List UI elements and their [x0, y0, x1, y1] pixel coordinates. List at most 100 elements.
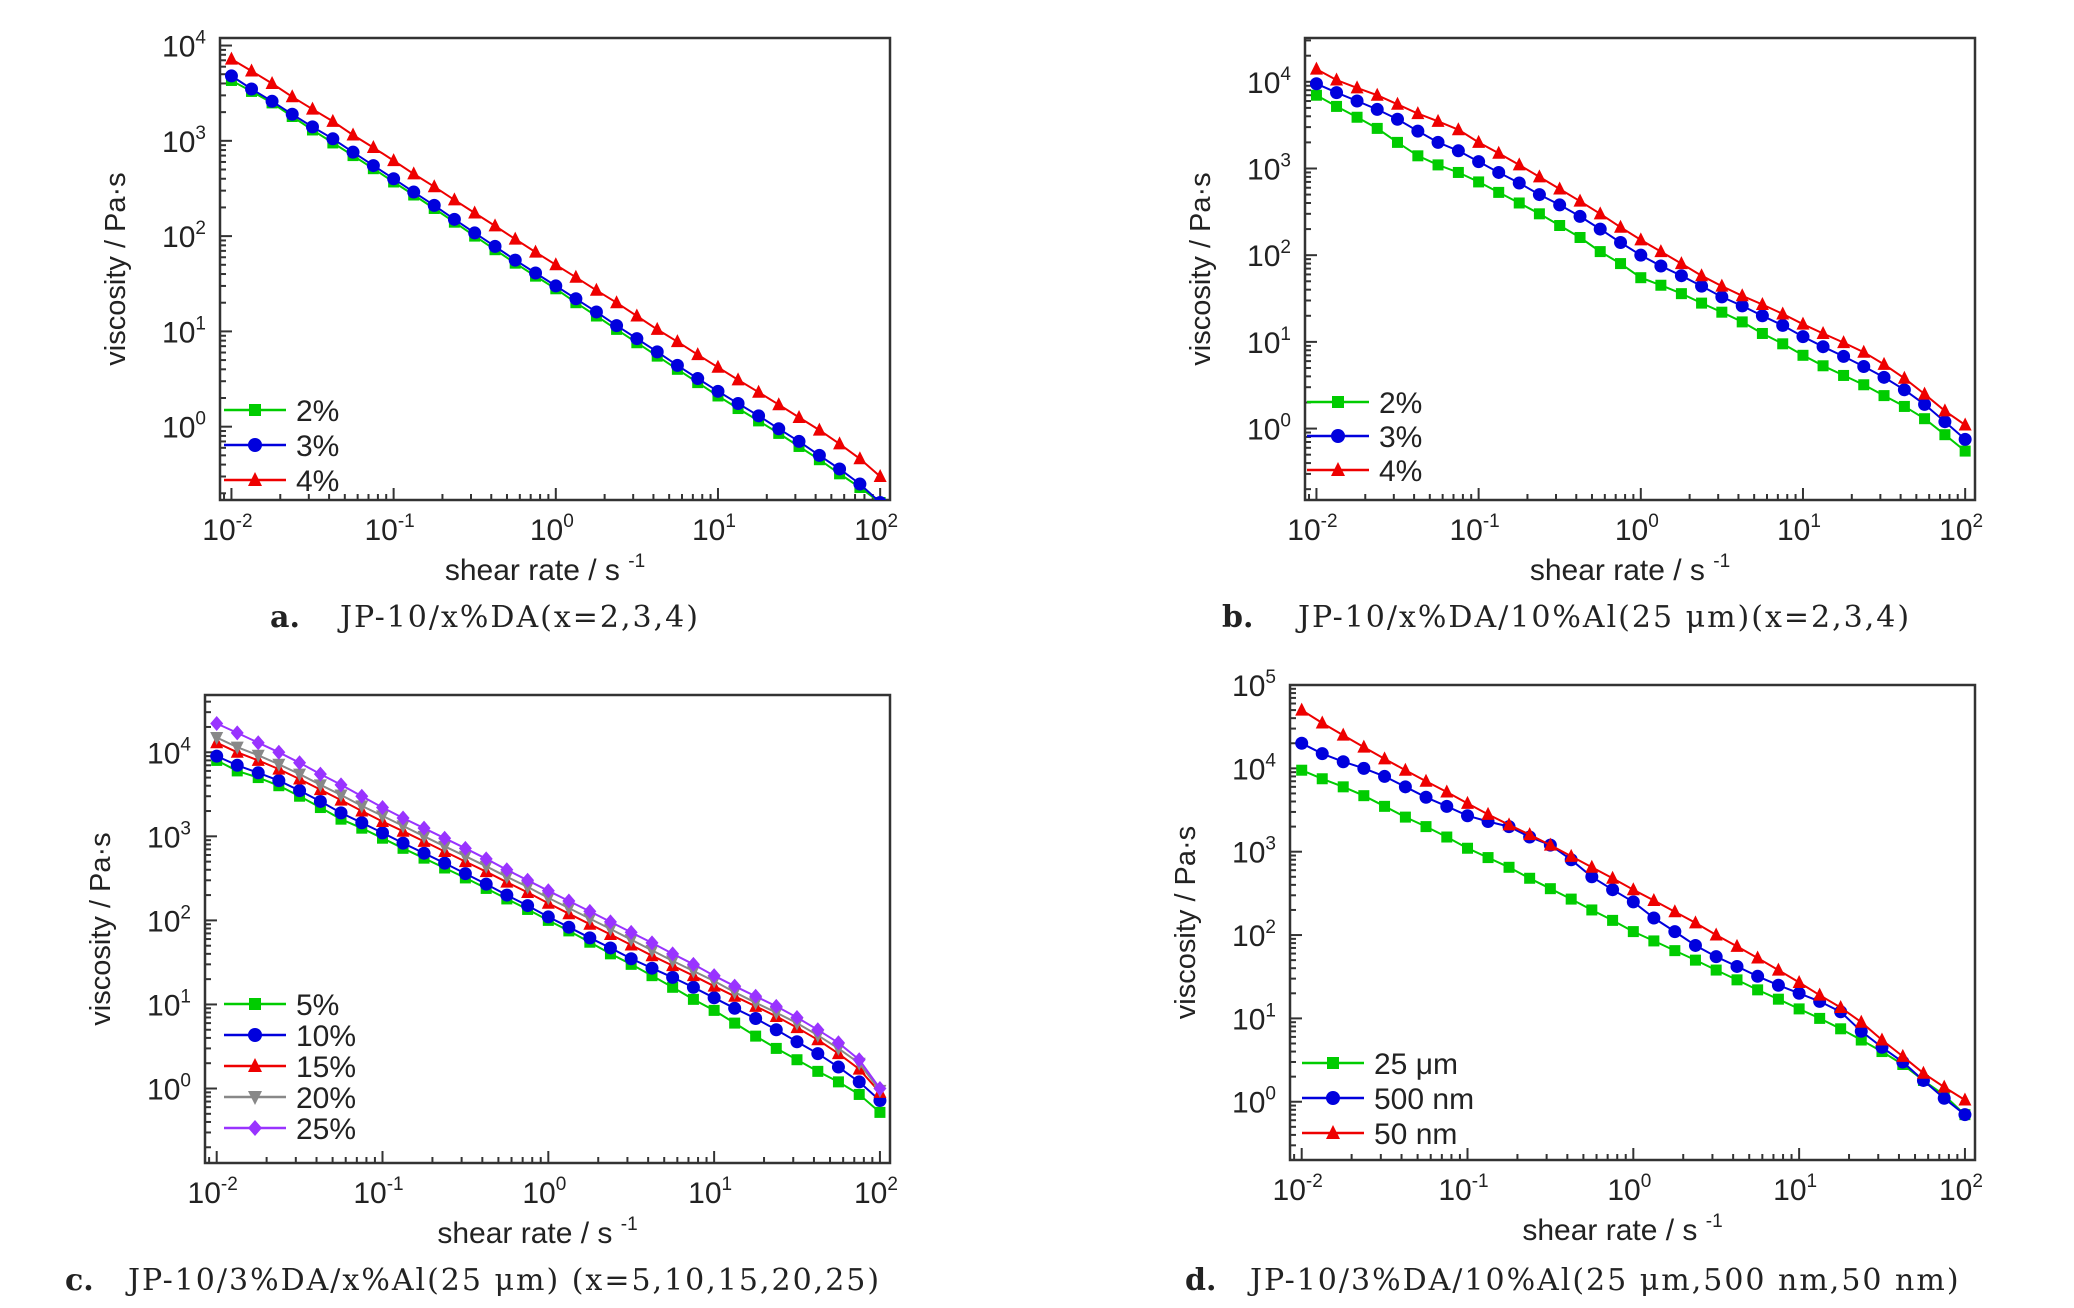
data-point [1419, 773, 1433, 787]
x-tick-label: 102 [854, 1174, 898, 1210]
y-tick-label: 103 [1232, 834, 1276, 870]
data-point [230, 758, 244, 772]
y-tick-label: 104 [1247, 64, 1291, 100]
data-point [1857, 359, 1871, 373]
data-point [1752, 984, 1764, 996]
data-point [468, 226, 482, 240]
data-point [1816, 340, 1830, 354]
data-point [583, 931, 597, 945]
data-point [1565, 893, 1577, 905]
data-point [1336, 727, 1350, 741]
data-point [1432, 159, 1444, 171]
y-axis-label: viscosity / Pa·s [1170, 826, 1202, 1019]
data-point [1674, 269, 1688, 283]
data-point [1543, 837, 1557, 851]
x-tick-label: 101 [1773, 1171, 1817, 1207]
series-3 [1295, 702, 1972, 1106]
data-point [1512, 176, 1526, 190]
data-point [686, 980, 700, 994]
data-point [1533, 208, 1545, 220]
data-point [1493, 186, 1505, 198]
data-point [874, 1106, 886, 1118]
x-tick-label: 102 [1939, 511, 1983, 547]
data-point [521, 872, 535, 888]
data-point [1594, 246, 1606, 258]
legend-label: 3% [1379, 421, 1422, 454]
data-point [1379, 800, 1391, 812]
data-point [293, 755, 307, 771]
y-tick-label: 103 [1247, 150, 1291, 186]
data-point [1709, 927, 1723, 941]
legend-marker [1326, 1091, 1340, 1105]
y-tick-label: 100 [147, 1071, 191, 1107]
data-point [1390, 96, 1404, 110]
data-point [811, 1022, 825, 1038]
data-point [624, 952, 638, 966]
data-point [1573, 209, 1587, 223]
data-point [1796, 330, 1810, 344]
legend-label: 20% [296, 1082, 356, 1115]
data-point [1919, 413, 1931, 425]
data-point [272, 774, 286, 788]
series-3 [224, 51, 887, 482]
x-tick-label: 101 [692, 511, 736, 547]
data-point [366, 159, 380, 173]
data-point [1648, 935, 1660, 947]
data-point [438, 840, 452, 854]
data-point [1793, 1003, 1805, 1015]
data-point [549, 257, 563, 271]
data-point [541, 892, 555, 906]
data-point [691, 372, 705, 386]
legend-label: 25 μm [1374, 1048, 1458, 1081]
data-point [1614, 219, 1628, 233]
data-point [1654, 244, 1668, 258]
data-point [1554, 219, 1566, 231]
data-point [811, 1047, 825, 1061]
legend: 5%10%15%20%25% [224, 989, 356, 1146]
data-point [1472, 155, 1486, 169]
legend-label: 50 nm [1374, 1118, 1457, 1151]
legend-marker [248, 1120, 262, 1136]
data-point [210, 749, 224, 763]
data-point [1715, 278, 1729, 292]
y-tick-label: 102 [147, 902, 191, 938]
data-point [500, 862, 514, 878]
panel-caption: JP-10/x%DA/10%Al(25 μm)(x=2,3,4) [1295, 600, 1911, 635]
data-point [355, 800, 369, 814]
data-point [1854, 1014, 1868, 1028]
data-point [874, 496, 887, 500]
legend-marker [249, 998, 261, 1010]
data-point [1878, 390, 1890, 402]
data-point [305, 120, 319, 134]
panel-1: 10-2 10-1 100 101 102 100 101 102 103 104 shear ra… [100, 28, 898, 635]
data-point [313, 794, 327, 808]
legend: 2%3%4% [1307, 387, 1422, 488]
data-point [1331, 100, 1343, 112]
data-point [562, 902, 576, 916]
data-point [1593, 206, 1607, 220]
data-point [1731, 974, 1743, 986]
data-point [772, 422, 786, 436]
data-point [1412, 150, 1424, 162]
data-point [1958, 1092, 1972, 1106]
data-point [1938, 415, 1952, 429]
data-point [1585, 859, 1599, 873]
data-point [1695, 268, 1709, 282]
legend-label: 4% [296, 465, 339, 498]
data-point [1958, 432, 1972, 446]
data-point [1316, 773, 1328, 785]
data-point [1756, 327, 1768, 339]
data-point [313, 766, 327, 782]
data-point [1503, 861, 1515, 873]
data-point [832, 1076, 844, 1088]
data-point [251, 735, 265, 751]
data-point [1585, 870, 1599, 884]
data-point [334, 789, 348, 803]
data-point [1337, 781, 1349, 793]
data-point [1330, 86, 1344, 100]
data-point [346, 145, 360, 159]
data-point [407, 166, 421, 180]
legend-label: 15% [296, 1051, 356, 1084]
data-point [529, 244, 543, 258]
data-point [1755, 296, 1769, 310]
